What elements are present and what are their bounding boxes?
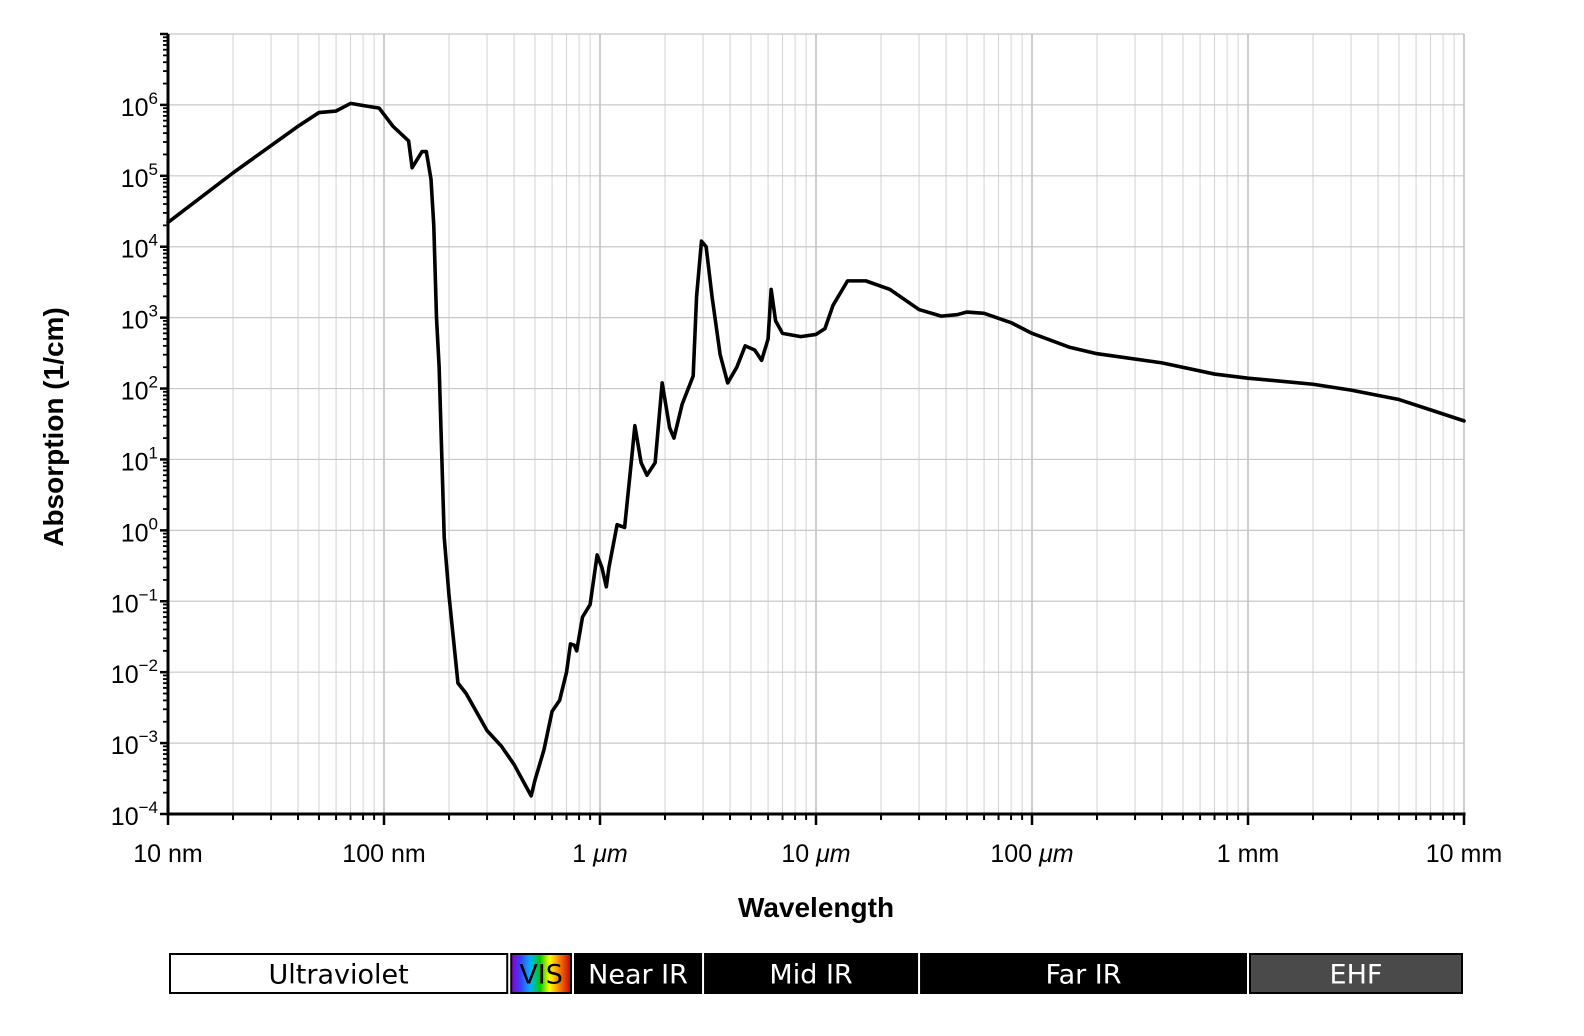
- band-label: Near IR: [588, 960, 688, 991]
- y-tick-exponent: 6: [149, 89, 158, 108]
- y-tick-exponent: 3: [149, 302, 158, 321]
- y-tick-base: 10: [121, 448, 149, 476]
- y-tick-label: 100: [121, 514, 158, 547]
- x-tick-unit: nm: [168, 840, 203, 868]
- y-tick-label: 10−4: [111, 798, 158, 831]
- band-box: [920, 953, 1247, 994]
- band-box: [704, 953, 919, 994]
- y-tick-base: 10: [111, 732, 139, 760]
- band-box: [1249, 953, 1463, 994]
- x-tick-unit: mm: [1461, 840, 1503, 868]
- band-label: Ultraviolet: [269, 960, 409, 991]
- band-box: [510, 953, 573, 994]
- x-tick-number: 1: [1217, 840, 1238, 868]
- y-tick-base: 10: [121, 307, 149, 335]
- absorption-series-line: [166, 101, 1466, 798]
- band-label: Far IR: [1046, 960, 1122, 991]
- x-tick-label: 10 nm: [133, 840, 203, 868]
- y-tick-exponent: −2: [139, 656, 158, 675]
- x-tick-number: 100: [990, 840, 1039, 868]
- x-tick-unit: μm: [815, 840, 851, 868]
- x-tick-number: 10: [1426, 840, 1461, 868]
- band-label: EHF: [1330, 960, 1383, 991]
- x-tick-label: 100 μm: [990, 840, 1073, 868]
- y-tick-base: 10: [121, 165, 149, 193]
- spectrum-band-legend: Ultraviolet VIS Near IR Mid IR Far IR EHF: [169, 953, 1463, 994]
- band-box: [169, 953, 509, 994]
- y-tick-label: 101: [121, 443, 158, 476]
- x-tick-labels: 10 nm 100 nm 1 μm 10 μm 100 μm 1 mm 10 mm: [133, 840, 1502, 868]
- y-tick-exponent: 4: [149, 231, 158, 250]
- y-tick-base: 10: [121, 236, 149, 264]
- x-tick-label: 1 mm: [1217, 840, 1280, 868]
- x-tick-number: 100: [342, 840, 391, 868]
- x-tick-unit: μm: [1038, 840, 1074, 868]
- series-layer: [166, 101, 1466, 798]
- band-label: VIS: [519, 960, 563, 991]
- x-tick-number: 10: [133, 840, 168, 868]
- y-tick-label: 102: [121, 373, 158, 406]
- y-tick-label: 10−2: [111, 656, 158, 689]
- y-tick-exponent: −1: [139, 585, 158, 604]
- y-tick-base: 10: [121, 519, 149, 547]
- y-tick-label: 10−3: [111, 727, 158, 760]
- y-tick-exponent: 0: [149, 514, 158, 533]
- x-axis-title: Wavelength: [738, 892, 894, 923]
- x-tick-number: 10: [781, 840, 816, 868]
- x-tick-label: 100 nm: [342, 840, 425, 868]
- y-tick-base: 10: [111, 590, 139, 618]
- y-tick-label: 105: [121, 160, 158, 193]
- y-tick-exponent: 5: [149, 160, 158, 179]
- y-tick-exponent: −4: [139, 798, 158, 817]
- y-tick-label: 104: [121, 231, 158, 264]
- x-tick-unit: nm: [391, 840, 426, 868]
- y-tick-label: 10−1: [111, 585, 158, 618]
- x-tick-label: 10 mm: [1426, 840, 1502, 868]
- x-tick-number: 1: [572, 840, 593, 868]
- y-tick-exponent: 1: [149, 443, 158, 462]
- y-tick-label: 103: [121, 302, 158, 335]
- y-tick-exponent: 2: [149, 373, 158, 392]
- band-label: Mid IR: [769, 960, 852, 991]
- x-tick-label: 1 μm: [572, 840, 627, 868]
- x-tick-unit: μm: [592, 840, 628, 868]
- y-tick-exponent: −3: [139, 727, 158, 746]
- y-axis-title: Absorption (1/cm): [38, 307, 69, 547]
- x-tick-unit: mm: [1238, 840, 1280, 868]
- grid-lines: [167, 33, 1465, 815]
- y-tick-base: 10: [111, 661, 139, 689]
- axis-ticks: [160, 32, 1466, 825]
- y-tick-label: 106: [121, 89, 158, 122]
- y-tick-base: 10: [121, 378, 149, 406]
- y-tick-base: 10: [111, 803, 139, 831]
- band-box: [574, 953, 703, 994]
- y-tick-base: 10: [121, 94, 149, 122]
- x-tick-label: 10 μm: [781, 840, 850, 868]
